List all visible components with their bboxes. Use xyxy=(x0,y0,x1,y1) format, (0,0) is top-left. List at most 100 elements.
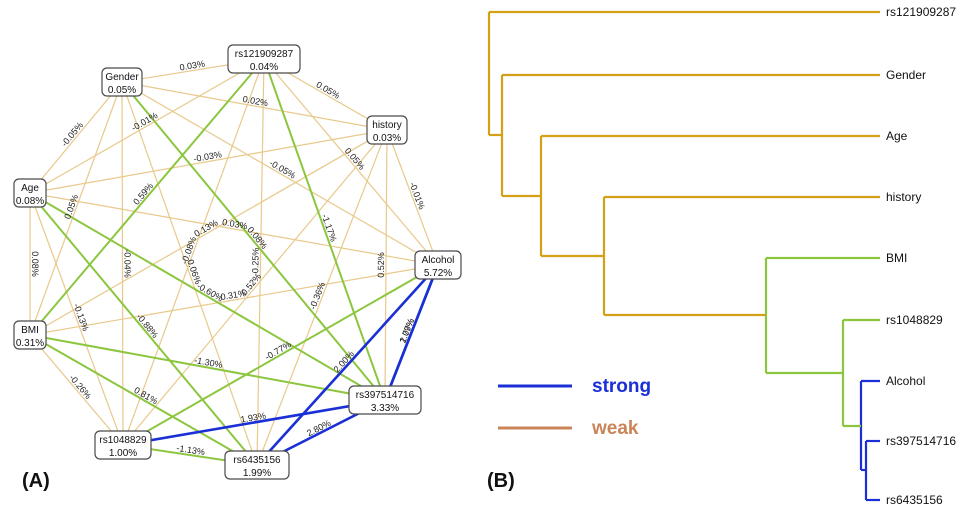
node-name: rs1048829 xyxy=(99,435,147,446)
node-box xyxy=(348,385,422,415)
node-name: rs6435156 xyxy=(233,455,281,466)
edge-label-bmi-alcohol: 0.31% xyxy=(220,288,247,302)
edge-bmi-rs121909287 xyxy=(29,58,265,336)
edge-label-gender-history: 0.02% xyxy=(242,94,269,108)
node-rs397514716: rs397514716 3.33% xyxy=(348,385,422,415)
node-value: 1.99% xyxy=(243,468,271,479)
edge-label-age-bmi: 0.08% xyxy=(30,251,40,277)
node-box xyxy=(414,250,462,280)
edge-label-bmi-rs1048829: -0.26% xyxy=(67,373,93,401)
node-age: Age 0.08% xyxy=(13,178,47,208)
edge-rs6435156-rs121909287 xyxy=(256,58,265,466)
edge-rs397514716-alcohol xyxy=(383,264,440,401)
node-box xyxy=(13,178,47,208)
panel-b-label: (B) xyxy=(487,470,515,492)
edge-label-rs121909287-rs397514716: -1.17% xyxy=(320,213,339,243)
edge-label-rs6435156-rs121909287: -0.25% xyxy=(250,248,260,277)
network-nodes: rs121909287 0.04% history 0.03% Alcohol 5.72%… xyxy=(13,44,462,480)
leaf-label-rs121909287: rs121909287 xyxy=(886,5,956,19)
edge-rs1048829-rs397514716 xyxy=(122,398,386,447)
panel-a-label: (A) xyxy=(22,470,50,492)
edge-bmi-rs1048829 xyxy=(29,334,124,446)
edge-rs1048829-alcohol xyxy=(122,264,439,446)
edge-label-history-alcohol: -0.01% xyxy=(407,181,426,211)
edge-label-history-rs397514716: 0.52% xyxy=(376,252,386,278)
edge-gender-history xyxy=(121,81,388,131)
leaf-label-gender: Gender xyxy=(886,68,926,82)
node-value: 5.72% xyxy=(424,268,452,279)
leaf-label-rs6435156: rs6435156 xyxy=(886,493,943,507)
edge-label-age-gender: -0.05% xyxy=(59,120,85,148)
node-box xyxy=(13,320,47,350)
node-name: Gender xyxy=(105,72,139,83)
edge-rs121909287-rs397514716 xyxy=(263,58,386,401)
leaf-label-history: history xyxy=(886,190,921,204)
node-value: 0.08% xyxy=(16,196,44,207)
node-value: 1.00% xyxy=(109,448,137,459)
edge-label-rs1048829-rs6435156: -1.13% xyxy=(176,443,206,457)
node-name: Alcohol xyxy=(422,255,455,266)
node-rs1048829: rs1048829 1.00% xyxy=(94,430,152,460)
edge-history-rs397514716 xyxy=(384,129,388,401)
edge-gender-rs6435156 xyxy=(121,81,258,466)
edge-rs1048829-history xyxy=(122,129,388,446)
edge-history-alcohol xyxy=(386,129,439,266)
legend-strong-label: strong xyxy=(592,376,651,397)
edge-label-rs121909287-history: 0.05% xyxy=(314,79,341,100)
leaf-label-rs1048829: rs1048829 xyxy=(886,313,943,327)
network-edges xyxy=(29,58,440,467)
edge-age-rs397514716 xyxy=(29,192,386,401)
edge-label-age-alcohol: 0.03% xyxy=(221,217,248,231)
edge-age-history xyxy=(29,129,388,194)
edge-label-age-rs6435156: -0.88% xyxy=(134,312,160,340)
node-value: 0.05% xyxy=(108,85,136,96)
node-rs121909287: rs121909287 0.04% xyxy=(227,44,301,74)
node-history: history 0.03% xyxy=(366,115,408,145)
legend-weak-label: weak xyxy=(591,418,639,439)
node-gender: Gender 0.05% xyxy=(101,67,143,97)
edge-gender-rs397514716 xyxy=(121,81,386,401)
node-box xyxy=(101,67,143,97)
dendrogram xyxy=(487,10,880,502)
node-box xyxy=(227,44,301,74)
leaf-label-bmi: BMI xyxy=(886,251,907,265)
node-box xyxy=(366,115,408,145)
node-box xyxy=(224,450,290,480)
legend: strong weak xyxy=(498,376,651,439)
node-box xyxy=(94,430,152,460)
edge-label-gender-rs121909287: 0.03% xyxy=(179,59,206,73)
edge-gender-bmi xyxy=(29,81,123,336)
edge-bmi-alcohol xyxy=(29,264,439,336)
edge-age-rs121909287 xyxy=(29,58,265,194)
leaf-label-age: Age xyxy=(886,129,908,143)
node-name: rs121909287 xyxy=(235,49,294,60)
node-rs6435156: rs6435156 1.99% xyxy=(224,450,290,480)
edge-label-age-history: -0.03% xyxy=(193,149,223,164)
edge-bmi-rs6435156 xyxy=(29,334,258,466)
edge-rs6435156-alcohol xyxy=(256,264,439,466)
edge-bmi-history xyxy=(29,129,388,336)
node-value: 3.33% xyxy=(371,403,399,414)
edge-label-rs6435156-rs397514716: 2.80% xyxy=(305,418,332,438)
edge-age-alcohol xyxy=(29,192,439,266)
node-name: BMI xyxy=(21,325,39,336)
dendrogram-leaf-labels: rs121909287 Gender Age history BMI rs1048829 A… xyxy=(886,5,956,507)
node-value: 0.31% xyxy=(16,338,44,349)
edge-rs6435156-history xyxy=(256,129,388,466)
edge-label-bmi-history: 0.13% xyxy=(192,217,219,238)
edge-label-gender-bmi: 0.05% xyxy=(62,193,80,220)
edge-rs1048829-rs121909287 xyxy=(122,58,265,446)
edge-age-rs1048829 xyxy=(29,192,124,446)
edge-rs121909287-alcohol xyxy=(263,58,439,266)
edge-label-rs6435156-history: -0.36% xyxy=(308,281,328,311)
edge-age-rs6435156 xyxy=(29,192,258,466)
leaf-label-alcohol: Alcohol xyxy=(886,374,925,388)
edge-label-rs1048829-rs397514716: 1.93% xyxy=(240,410,267,424)
leaf-label-rs397514716: rs397514716 xyxy=(886,434,956,448)
edge-gender-rs1048829 xyxy=(121,81,124,446)
node-bmi: BMI 0.31% xyxy=(13,320,47,350)
edge-age-gender xyxy=(29,81,123,194)
node-value: 0.03% xyxy=(373,133,401,144)
edge-label-bmi-rs6435156: 0.81% xyxy=(132,385,159,406)
